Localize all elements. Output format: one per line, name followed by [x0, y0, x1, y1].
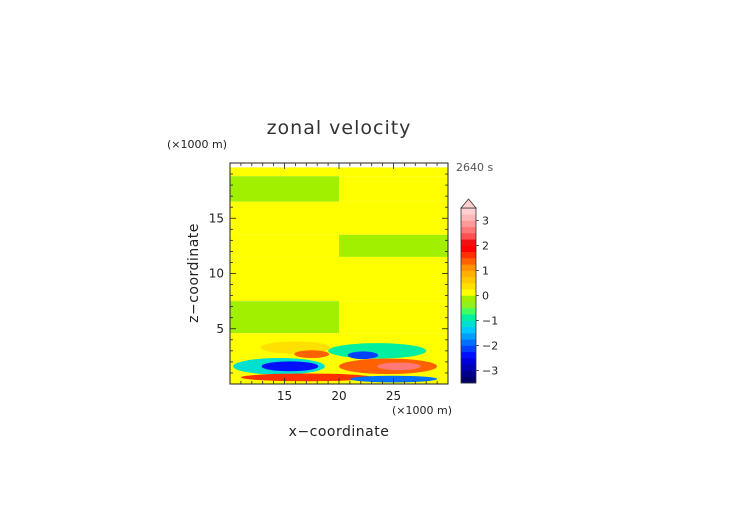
field-band-left-2 — [230, 201, 339, 235]
field-feature-3 — [261, 361, 319, 372]
colorbar-cell-3 — [461, 358, 476, 365]
field-band-left-0 — [230, 167, 339, 177]
colorbar-tick-label: −3 — [482, 365, 498, 378]
field-feature-8 — [377, 362, 421, 371]
colorbar-cell-19 — [461, 258, 476, 265]
colorbar-cell-21 — [461, 245, 476, 253]
colorbar-cell-2 — [461, 364, 476, 371]
colorbar-tick-label: 3 — [482, 215, 489, 228]
field-band-left-5 — [230, 301, 339, 334]
colorbar-cell-15 — [461, 283, 476, 290]
colorbar-extend-arrow — [460, 198, 477, 209]
field-feature-6 — [347, 351, 379, 360]
field-band-right-5 — [339, 301, 448, 334]
colorbar-cell-22 — [461, 239, 476, 246]
x-axis-label: x−coordinate — [289, 424, 390, 440]
colorbar-cell-10 — [461, 314, 476, 321]
colorbar-cell-14 — [461, 289, 476, 296]
colorbar-cell-4 — [461, 351, 476, 359]
colorbar-cell-1 — [461, 370, 476, 378]
y-tick-label: 10 — [209, 267, 224, 281]
field-band-right-4 — [339, 256, 448, 302]
colorbar-cell-13 — [461, 295, 476, 303]
colorbar-tick-label: 1 — [482, 265, 489, 278]
colorbar-cell-25 — [461, 220, 476, 228]
colorbar: 3 2 1 0 −1 −2 −3 — [460, 198, 498, 384]
x-tick-label: 15 — [277, 389, 292, 403]
field-band-left-3 — [230, 234, 339, 257]
field-band-left-1 — [230, 176, 339, 202]
colorbar-cell-23 — [461, 233, 476, 240]
x-tick-label: 25 — [386, 389, 401, 403]
field-band-right-3 — [339, 234, 448, 257]
time-label: 2640 s — [456, 161, 493, 174]
plot-area — [230, 167, 448, 384]
colorbar-cell-18 — [461, 264, 476, 271]
x-tick-label: 20 — [331, 389, 346, 403]
colorbar-cell-27 — [461, 208, 476, 215]
colorbar-cell-9 — [461, 320, 476, 328]
field-band-right-0 — [339, 167, 448, 177]
colorbar-tick-label: −2 — [482, 340, 498, 353]
y-unit-label: (×1000 m) — [167, 138, 227, 151]
field-feature-1 — [294, 350, 330, 359]
axes: 15 20 25 5 10 15 — [209, 162, 449, 403]
colorbar-tick-label: 0 — [482, 290, 489, 303]
field-band-right-1 — [339, 176, 448, 202]
colorbar-cell-24 — [461, 226, 476, 234]
colorbar-cell-26 — [461, 214, 476, 221]
colorbar-cell-0 — [461, 376, 476, 384]
field-feature-4 — [240, 373, 372, 382]
colorbar-cell-5 — [461, 345, 476, 353]
colorbar-cell-7 — [461, 333, 476, 340]
x-unit-label: (×1000 m) — [392, 404, 452, 417]
y-axis-label: z−coordinate — [186, 223, 202, 323]
field-band-left-4 — [230, 256, 339, 302]
field-band-right-2 — [339, 201, 448, 235]
chart-title: zonal velocity — [267, 117, 412, 139]
colorbar-cell-6 — [461, 339, 476, 346]
y-tick-label: 5 — [216, 322, 224, 336]
colorbar-cell-12 — [461, 301, 476, 309]
y-tick-label: 15 — [209, 211, 224, 225]
colorbar-cell-11 — [461, 308, 476, 315]
colorbar-tick-label: −1 — [482, 315, 498, 328]
colorbar-cell-16 — [461, 276, 476, 284]
colorbar-cell-20 — [461, 251, 476, 259]
colorbar-cell-8 — [461, 326, 476, 334]
colorbar-cell-17 — [461, 270, 476, 278]
colorbar-tick-label: 2 — [482, 240, 489, 253]
